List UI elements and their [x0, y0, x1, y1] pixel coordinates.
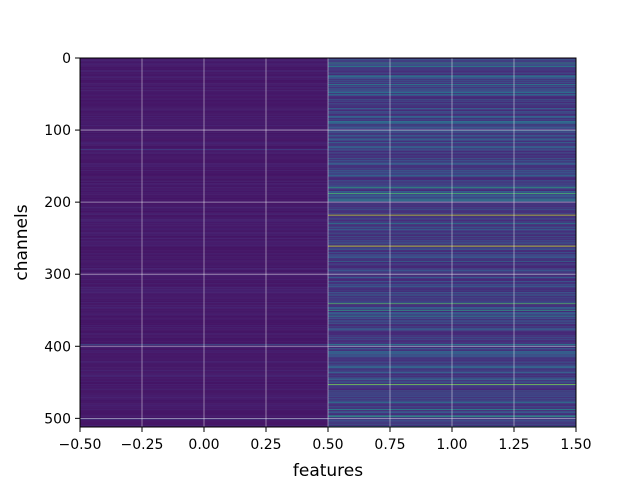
- x-tick-label: 0.50: [312, 437, 343, 453]
- x-tick-label: 1.25: [498, 437, 529, 453]
- y-tick-label: 400: [44, 339, 71, 355]
- y-tick-label: 500: [44, 411, 71, 427]
- x-axis-ticks: −0.50 −0.25 0.00 0.25 0.50 0.75 1.00 1.25 1.50: [59, 427, 592, 453]
- y-tick-label: 200: [44, 195, 71, 211]
- x-tick-label: 0.00: [188, 437, 219, 453]
- y-tick-label: 100: [44, 123, 71, 139]
- x-tick-label: −0.25: [121, 437, 164, 453]
- x-axis-label: features: [293, 461, 363, 480]
- x-tick-label: −0.50: [59, 437, 102, 453]
- y-tick-label: 300: [44, 267, 71, 283]
- y-axis-ticks: 0 100 200 300 400 500: [44, 51, 80, 427]
- x-tick-label: 0.75: [374, 437, 405, 453]
- x-tick-label: 1.50: [560, 437, 591, 453]
- y-tick-label: 0: [62, 51, 71, 67]
- x-tick-label: 0.25: [250, 437, 281, 453]
- x-tick-label: 1.00: [436, 437, 467, 453]
- y-axis-label: channels: [12, 204, 32, 280]
